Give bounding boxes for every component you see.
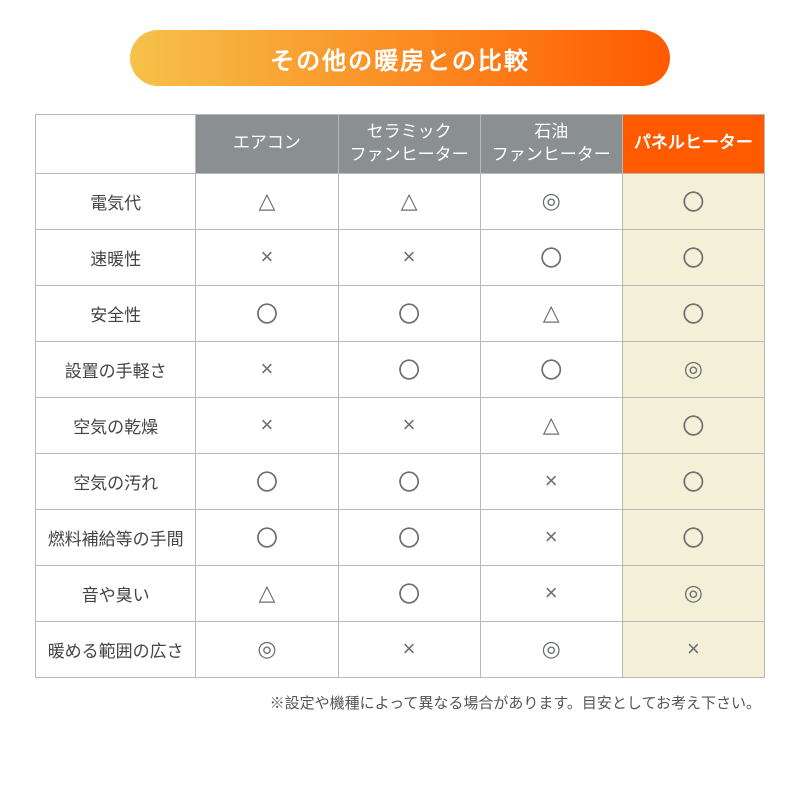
rating-cell: 〇	[622, 509, 764, 565]
rating-cell: ◎	[622, 341, 764, 397]
rating-cell: △	[196, 565, 338, 621]
row-label: 空気の汚れ	[36, 453, 196, 509]
title-pill: その他の暖房との比較	[130, 30, 670, 86]
rating-cell: △	[196, 173, 338, 229]
rating-cell: ×	[480, 565, 622, 621]
rating-cell: 〇	[338, 453, 480, 509]
row-label: 電気代	[36, 173, 196, 229]
column-header: パネルヒーター	[622, 115, 764, 174]
rating-cell: ×	[338, 229, 480, 285]
table-row: 電気代△△◎〇	[36, 173, 765, 229]
row-label: 燃料補給等の手間	[36, 509, 196, 565]
rating-cell: 〇	[338, 341, 480, 397]
rating-cell: 〇	[480, 229, 622, 285]
column-header: エアコン	[196, 115, 338, 174]
rating-cell: △	[480, 397, 622, 453]
row-label: 速暖性	[36, 229, 196, 285]
table-row: 音や臭い△〇×◎	[36, 565, 765, 621]
row-label: 空気の乾燥	[36, 397, 196, 453]
rating-cell: 〇	[622, 453, 764, 509]
footnote-text: ※設定や機種によって異なる場合があります。目安としてお考え下さい。	[270, 695, 761, 712]
rating-cell: 〇	[622, 397, 764, 453]
table-row: 安全性〇〇△〇	[36, 285, 765, 341]
column-header: セラミックファンヒーター	[338, 115, 480, 174]
rating-cell: ◎	[480, 621, 622, 677]
rating-cell: 〇	[338, 565, 480, 621]
row-label: 安全性	[36, 285, 196, 341]
rating-cell: ◎	[622, 565, 764, 621]
rating-cell: ×	[196, 397, 338, 453]
column-header: 石油ファンヒーター	[480, 115, 622, 174]
table-row: 速暖性××〇〇	[36, 229, 765, 285]
table-row: 空気の汚れ〇〇×〇	[36, 453, 765, 509]
rating-cell: 〇	[338, 509, 480, 565]
table-row: 燃料補給等の手間〇〇×〇	[36, 509, 765, 565]
row-label: 音や臭い	[36, 565, 196, 621]
table-row: 空気の乾燥××△〇	[36, 397, 765, 453]
rating-cell: △	[480, 285, 622, 341]
rating-cell: △	[338, 173, 480, 229]
rating-cell: 〇	[196, 509, 338, 565]
table-row: 暖める範囲の広さ◎×◎×	[36, 621, 765, 677]
header-blank	[36, 115, 196, 174]
rating-cell: ×	[338, 397, 480, 453]
footnote: ※設定や機種によって異なる場合があります。目安としてお考え下さい。	[35, 692, 765, 713]
rating-cell: ◎	[196, 621, 338, 677]
table-body: 電気代△△◎〇速暖性××〇〇安全性〇〇△〇設置の手軽さ×〇〇◎空気の乾燥××△〇…	[36, 173, 765, 677]
rating-cell: ×	[196, 341, 338, 397]
rating-cell: ×	[480, 509, 622, 565]
table-row: 設置の手軽さ×〇〇◎	[36, 341, 765, 397]
row-label: 設置の手軽さ	[36, 341, 196, 397]
rating-cell: 〇	[196, 285, 338, 341]
comparison-table: エアコンセラミックファンヒーター石油ファンヒーターパネルヒーター 電気代△△◎〇…	[35, 114, 765, 678]
rating-cell: 〇	[480, 341, 622, 397]
rating-cell: ×	[338, 621, 480, 677]
rating-cell: 〇	[622, 285, 764, 341]
table-head: エアコンセラミックファンヒーター石油ファンヒーターパネルヒーター	[36, 115, 765, 174]
rating-cell: ×	[196, 229, 338, 285]
title-text: その他の暖房との比較	[270, 41, 530, 76]
rating-cell: ×	[480, 453, 622, 509]
row-label: 暖める範囲の広さ	[36, 621, 196, 677]
rating-cell: ×	[622, 621, 764, 677]
rating-cell: 〇	[622, 229, 764, 285]
rating-cell: 〇	[196, 453, 338, 509]
rating-cell: 〇	[622, 173, 764, 229]
rating-cell: 〇	[338, 285, 480, 341]
rating-cell: ◎	[480, 173, 622, 229]
